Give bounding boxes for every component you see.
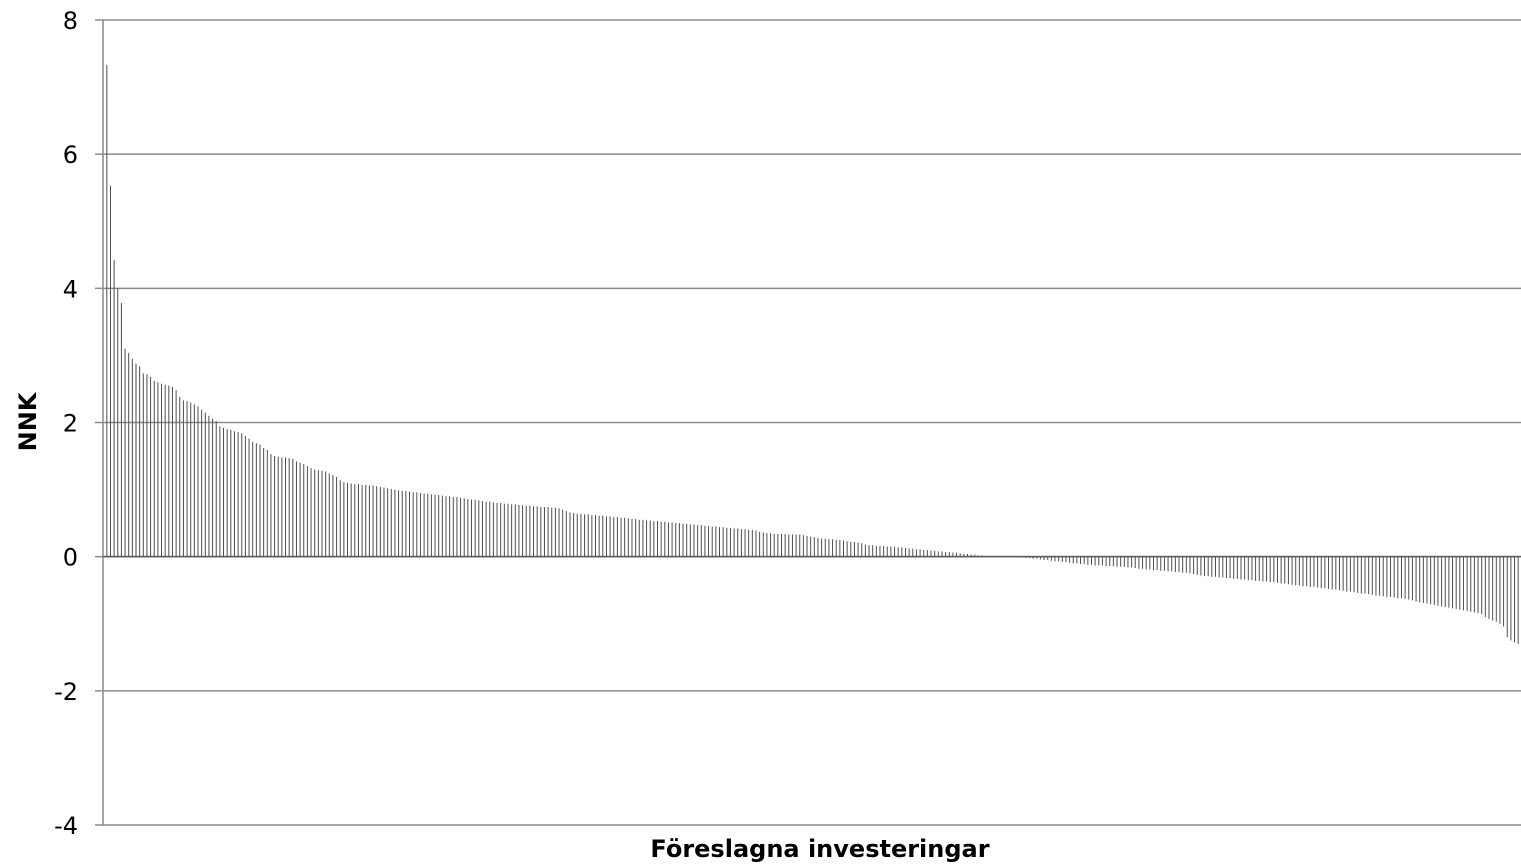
axes (95, 19, 1521, 826)
x-axis-label: Föreslagna investeringar (650, 835, 989, 863)
y-tick-label: 6 (63, 141, 78, 169)
y-tick-label: -2 (54, 678, 78, 706)
y-tick-labels: 8 6 4 2 0 -2 -4 (54, 7, 78, 840)
y-tick-label: 4 (63, 275, 78, 303)
y-tick-label: 8 (63, 7, 78, 35)
y-tick-label: 0 (63, 544, 78, 572)
y-tick-label: -4 (54, 812, 78, 840)
gridlines (103, 19, 1521, 826)
y-tick-label: 2 (63, 410, 78, 438)
y-axis-label: NNK (14, 391, 42, 451)
bars (106, 64, 1519, 644)
